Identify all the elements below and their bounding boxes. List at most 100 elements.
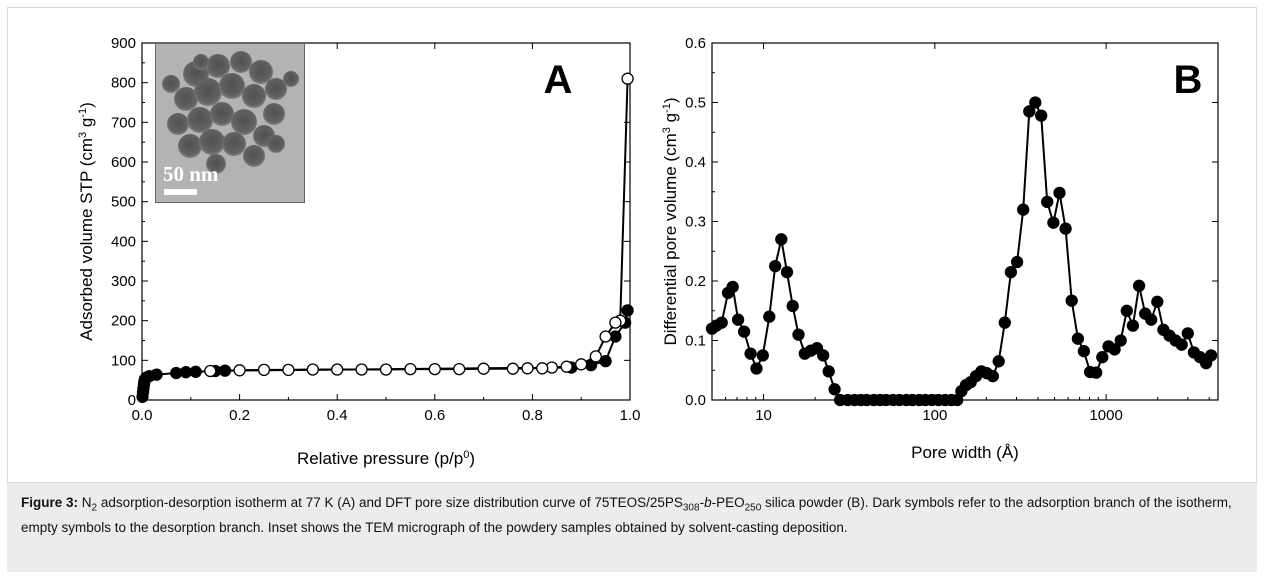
data-point-filled bbox=[756, 349, 769, 362]
data-point-filled bbox=[1059, 222, 1072, 235]
label-run: 3 bbox=[661, 127, 673, 133]
label-run: g bbox=[661, 113, 680, 127]
data-point-filled bbox=[1023, 105, 1036, 118]
label-run: Relative pressure (p/p bbox=[297, 449, 463, 468]
data-point-filled bbox=[1126, 319, 1140, 332]
tem-particle bbox=[265, 78, 287, 100]
data-point-filled bbox=[189, 365, 202, 378]
x-axis-label: Relative pressure (p/p0) bbox=[297, 449, 475, 468]
tem-particle bbox=[243, 145, 265, 167]
data-point-filled bbox=[792, 328, 805, 341]
data-point-filled bbox=[1132, 279, 1146, 292]
data-point-filled bbox=[1065, 294, 1078, 307]
tem-particle bbox=[178, 134, 202, 158]
data-point-filled bbox=[763, 310, 776, 323]
data-point-open bbox=[560, 360, 573, 373]
tem-particle bbox=[242, 84, 266, 108]
scale-bar-label: 50 nm bbox=[163, 162, 219, 186]
label-run: -1 bbox=[661, 103, 673, 113]
label-run: ) bbox=[77, 102, 96, 108]
data-point-filled bbox=[1071, 332, 1085, 345]
series-line bbox=[141, 310, 629, 397]
tem-particle bbox=[187, 107, 213, 133]
tem-particle bbox=[206, 54, 230, 78]
caption-run: b bbox=[704, 495, 712, 510]
label-run: Differential pore volume (cm bbox=[661, 133, 680, 345]
caption-label: Figure 3: bbox=[21, 495, 79, 510]
data-point-open bbox=[599, 330, 612, 343]
tem-micrograph-inset: 50 nm bbox=[155, 43, 305, 203]
data-point-open bbox=[506, 362, 520, 375]
y-tick-label: 0.0 bbox=[685, 392, 706, 409]
data-point-filled bbox=[817, 349, 830, 362]
x-tick-label: 0.6 bbox=[424, 407, 445, 424]
data-point-filled bbox=[744, 347, 757, 360]
caption-text: N2 adsorption-desorption isotherm at 77 … bbox=[21, 495, 1232, 535]
plot-frame bbox=[711, 42, 1219, 401]
tem-particle bbox=[263, 103, 285, 125]
data-point-filled bbox=[1151, 295, 1164, 308]
data-point-filled bbox=[599, 354, 612, 368]
y-tick-label: 200 bbox=[111, 313, 136, 330]
label-run: 0 bbox=[463, 449, 469, 461]
data-point-open bbox=[379, 363, 393, 376]
data-point-open bbox=[355, 363, 368, 376]
label-run: Adsorbed volume STP (cm bbox=[77, 138, 96, 341]
data-point-filled bbox=[715, 316, 728, 329]
tem-particle bbox=[199, 129, 225, 155]
x-tick-label: 10 bbox=[755, 407, 772, 424]
data-point-filled bbox=[621, 304, 634, 317]
label-run: g bbox=[77, 118, 96, 132]
data-point-open bbox=[621, 72, 634, 85]
caption-run: adsorption-desorption isotherm at 77 K (… bbox=[97, 495, 683, 510]
x-tick-label: 1000 bbox=[1089, 407, 1122, 424]
scale-bar bbox=[164, 189, 197, 195]
data-point-open bbox=[306, 363, 319, 376]
tem-particle bbox=[162, 75, 180, 93]
panel-b-pore-distribution: 0.0 0.1 0.2 0.3 0.4 0.5 0.6 10 100 1000 Pore width… bbox=[661, 35, 1219, 462]
y-tick-label: 700 bbox=[111, 114, 136, 131]
data-point-filled bbox=[822, 365, 835, 378]
data-point-filled bbox=[1108, 343, 1121, 356]
data-point-filled bbox=[786, 299, 799, 313]
data-point-open bbox=[477, 362, 490, 375]
data-point-filled bbox=[998, 316, 1011, 329]
x-tick-label: 0.4 bbox=[327, 407, 348, 424]
x-tick-label: 1.0 bbox=[620, 407, 641, 424]
y-axis-label: Adsorbed volume STP (cm3 g-1) bbox=[77, 102, 96, 341]
y-tick-label: 500 bbox=[111, 194, 136, 211]
y-tick-label: 0.4 bbox=[685, 154, 706, 171]
data-point-filled bbox=[726, 280, 739, 294]
panel-label: A bbox=[544, 58, 573, 102]
data-point-open bbox=[536, 362, 549, 375]
tem-particle bbox=[210, 102, 234, 126]
data-point-filled bbox=[780, 265, 794, 279]
tem-particle bbox=[206, 154, 226, 174]
data-point-filled bbox=[1010, 255, 1024, 269]
data-point-filled bbox=[1004, 265, 1018, 279]
tem-particle bbox=[193, 54, 209, 70]
data-point-filled bbox=[731, 313, 745, 326]
data-point-filled bbox=[1047, 216, 1060, 229]
y-tick-label: 800 bbox=[111, 75, 136, 92]
data-point-filled bbox=[992, 355, 1005, 368]
data-point-filled bbox=[1145, 313, 1158, 326]
data-point-filled bbox=[1120, 304, 1133, 317]
data-point-filled bbox=[750, 362, 763, 375]
tem-particle bbox=[283, 71, 299, 87]
data-point-filled bbox=[150, 368, 163, 381]
data-point-open bbox=[453, 362, 466, 376]
tem-particle bbox=[174, 87, 198, 111]
tem-particles-image bbox=[156, 44, 304, 202]
data-point-filled bbox=[828, 383, 841, 396]
data-point-open bbox=[521, 362, 534, 375]
y-tick-label: 0.2 bbox=[685, 273, 706, 290]
caption-run: -PEO bbox=[711, 495, 745, 510]
y-tick-label: 300 bbox=[111, 273, 136, 290]
y-tick-label: 0.1 bbox=[685, 333, 706, 350]
panel-label: B bbox=[1174, 58, 1203, 102]
x-axis-label: Pore width (Å) bbox=[911, 443, 1019, 462]
y-tick-label: 900 bbox=[111, 35, 136, 52]
data-point-open bbox=[589, 350, 602, 363]
data-point-filled bbox=[1017, 203, 1030, 216]
